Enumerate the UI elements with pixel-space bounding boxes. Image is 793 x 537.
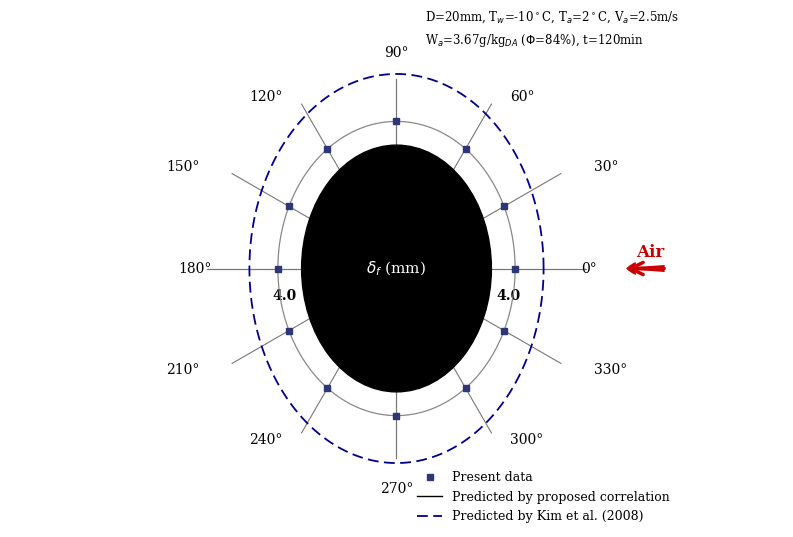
Text: 240°: 240° [249, 433, 282, 447]
Text: W$_a$=3.67g/kg$_{DA}$ ($\Phi$=84%), t=120min: W$_a$=3.67g/kg$_{DA}$ ($\Phi$=84%), t=12… [425, 32, 644, 49]
Text: 270°: 270° [380, 482, 413, 496]
Text: 210°: 210° [166, 364, 199, 378]
Text: 120°: 120° [249, 90, 282, 104]
Text: 60°: 60° [511, 90, 535, 104]
Ellipse shape [301, 145, 492, 392]
Text: Air: Air [636, 244, 664, 261]
Text: 30°: 30° [594, 159, 619, 173]
Text: 150°: 150° [166, 159, 199, 173]
Text: 4.0: 4.0 [496, 289, 520, 303]
Text: 0°: 0° [581, 262, 597, 275]
Legend: Present data, Predicted by proposed correlation, Predicted by Kim et al. (2008): Present data, Predicted by proposed corr… [412, 467, 675, 528]
Text: 180°: 180° [178, 262, 212, 275]
Text: 330°: 330° [594, 364, 627, 378]
Text: 300°: 300° [511, 433, 544, 447]
Text: D=20mm, T$_w$=-10$^\circ$C, T$_a$=2$^\circ$C, V$_a$=2.5m/s: D=20mm, T$_w$=-10$^\circ$C, T$_a$=2$^\ci… [425, 9, 679, 25]
Text: 4.0: 4.0 [273, 289, 297, 303]
Text: $\delta_f$ (mm): $\delta_f$ (mm) [366, 259, 427, 278]
Text: 90°: 90° [385, 46, 408, 60]
